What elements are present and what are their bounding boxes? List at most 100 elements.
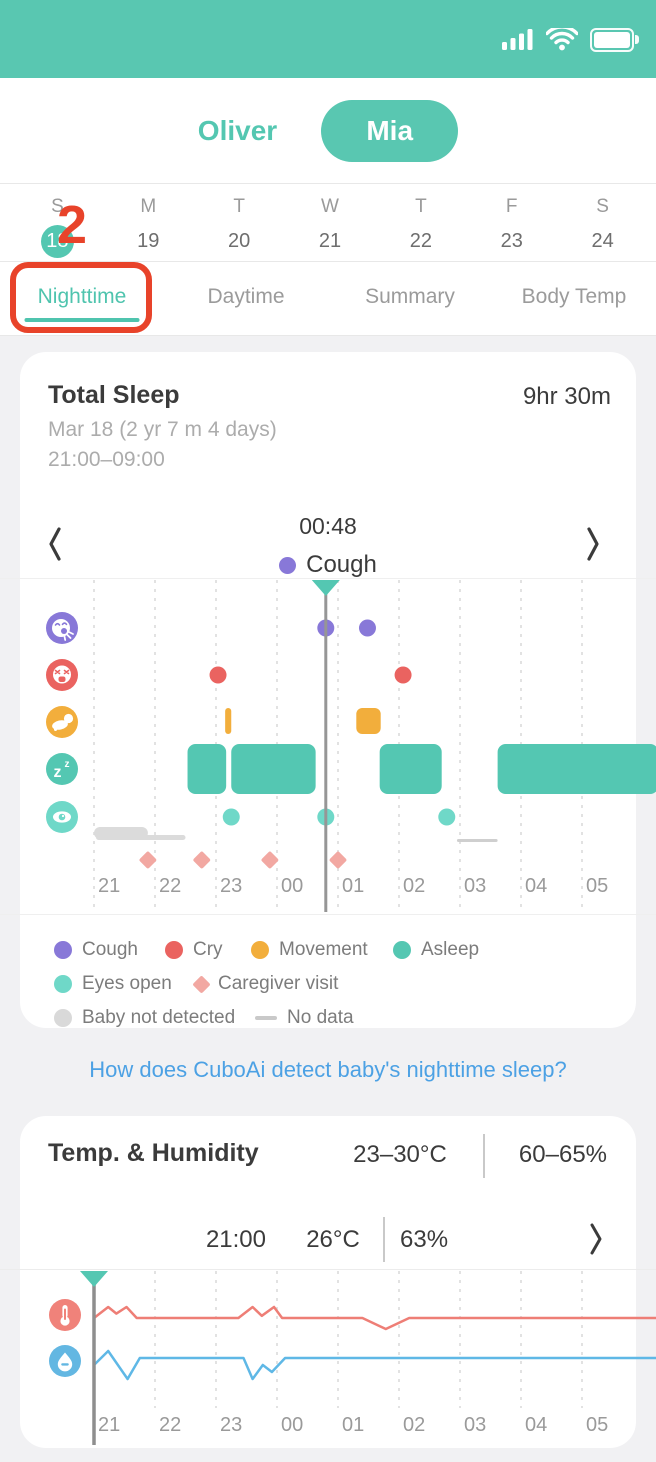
- x-axis-label: 22: [159, 875, 181, 897]
- week-day-20[interactable]: T 20: [194, 184, 285, 261]
- day-number: 21: [318, 230, 342, 252]
- tab-summary[interactable]: Summary: [365, 285, 455, 308]
- total-sleep-value: 9hr 30m: [522, 383, 611, 410]
- dash-marker: [255, 1016, 277, 1020]
- x-axis-label: 04: [525, 875, 547, 897]
- cough-icon: [46, 612, 78, 644]
- sleep-date-line: Mar 18 (2 yr 7 m 4 days): [48, 418, 277, 441]
- diamond-marker: [192, 974, 211, 994]
- event-label-row: Cough: [0, 551, 656, 579]
- legend-item-baby-not-detected: Baby not detected: [54, 1007, 235, 1028]
- day-number: 19: [137, 230, 160, 252]
- battery-icon: [590, 28, 639, 52]
- day-letter: S: [51, 196, 64, 217]
- next-event-button[interactable]: [584, 524, 602, 567]
- divider: [0, 183, 656, 184]
- x-axis-label: 05: [586, 1414, 608, 1436]
- nighttime-sleep-info-link[interactable]: How does CuboAi detect baby's nighttime …: [89, 1057, 567, 1082]
- legend-label: No data: [287, 1007, 354, 1028]
- row-asleep: [187, 744, 656, 794]
- legend-item-no-data: No data: [255, 1007, 354, 1028]
- week-day-24[interactable]: S 24: [557, 184, 648, 261]
- temp-humidity-card: [20, 1116, 636, 1448]
- battery-fill: [594, 32, 630, 48]
- time-cursor[interactable]: [311, 580, 340, 912]
- temp-range: 23–30°C: [353, 1141, 447, 1168]
- row-baby-not-detected: [94, 827, 186, 840]
- week-day-23[interactable]: F 23: [466, 184, 557, 261]
- day-letter: W: [321, 196, 339, 217]
- legend-item-eyes-open: Eyes open: [54, 973, 172, 994]
- divider: [483, 1134, 485, 1178]
- legend-label: Caregiver visit: [218, 973, 339, 994]
- divider: [0, 335, 656, 336]
- sleep-card-title: Total Sleep: [48, 381, 180, 409]
- x-axis-label: 00: [281, 1414, 303, 1436]
- row-caregiver-visit: [139, 851, 347, 869]
- current-time: 21:00: [205, 1226, 266, 1253]
- legend-item-cry: Cry: [165, 939, 223, 960]
- sleep-timeline-chart: 21 22 23 00 01 02 03 04 05 z z: [0, 578, 656, 915]
- week-day-22[interactable]: T 22: [375, 184, 466, 261]
- legend-item-cough: Cough: [54, 939, 138, 960]
- day-letter: T: [233, 196, 245, 217]
- next-hour-button[interactable]: [588, 1222, 604, 1259]
- event-time: 00:48: [299, 513, 357, 539]
- event-type-dot: [279, 556, 297, 574]
- x-axis-label: 04: [525, 1414, 547, 1436]
- dot-marker: [393, 941, 411, 959]
- day-letter: M: [140, 196, 157, 217]
- legend-label: Cry: [193, 939, 223, 960]
- tab-body-temp[interactable]: Body Temp: [521, 285, 627, 308]
- day-number: 23: [500, 230, 523, 252]
- time-cursor[interactable]: [80, 1271, 108, 1445]
- temp-humidity-chart: 21 22 23 00 01 02 03 04 05: [0, 1269, 656, 1445]
- eye-icon: [46, 801, 78, 833]
- water-drop-icon: [49, 1345, 81, 1377]
- x-axis-label: 21: [98, 1414, 120, 1436]
- svg-text:z: z: [65, 759, 70, 770]
- legend-label: Asleep: [421, 939, 480, 960]
- x-axis-label: 01: [342, 875, 364, 897]
- x-axis-label: 00: [281, 875, 303, 897]
- x-axis-label: 02: [403, 875, 425, 897]
- profile-switcher: Oliver Mia: [0, 78, 656, 183]
- x-axis-label: 23: [220, 875, 242, 897]
- battery-nub: [635, 35, 639, 44]
- row-eyes-open: [222, 808, 456, 826]
- week-day-18[interactable]: S 18: [12, 184, 103, 261]
- x-axis-label: 02: [403, 1414, 425, 1436]
- day-number: 18: [40, 225, 74, 258]
- dot-marker: [54, 975, 72, 993]
- sleep-range-line: 21:00–09:00: [48, 448, 165, 471]
- legend-item-asleep: Asleep: [393, 939, 480, 960]
- dot-marker: [165, 941, 183, 959]
- chevron-right-icon: [587, 527, 599, 561]
- current-temp: 26°C: [306, 1226, 360, 1253]
- day-letter: F: [505, 196, 518, 217]
- chevron-right-icon: [590, 1223, 602, 1255]
- dot-marker: [251, 941, 269, 959]
- tab-daytime[interactable]: Daytime: [207, 285, 285, 308]
- legend-label: Cough: [82, 939, 138, 960]
- legend-label: Eyes open: [82, 973, 172, 994]
- previous-event-button[interactable]: [46, 524, 64, 567]
- week-day-19[interactable]: M 19: [103, 184, 194, 261]
- total-sleep-card: [20, 352, 636, 1028]
- x-axis-label: 05: [586, 875, 608, 897]
- x-axis-label: 23: [220, 1414, 242, 1436]
- x-axis-label: 03: [464, 875, 486, 897]
- x-axis-label: 03: [464, 1414, 486, 1436]
- week-day-21[interactable]: W 21: [285, 184, 376, 261]
- legend-item-caregiver-visit: Caregiver visit: [192, 973, 339, 994]
- profile-oliver[interactable]: Oliver: [197, 114, 278, 146]
- chevron-left-icon: [49, 527, 61, 561]
- legend-item-movement: Movement: [251, 939, 368, 960]
- dot-marker: [54, 941, 72, 959]
- humidity-line: [92, 1349, 656, 1381]
- day-number: 22: [409, 230, 432, 252]
- profile-mia[interactable]: Mia: [321, 99, 459, 162]
- tab-nighttime[interactable]: Nighttime: [0, 262, 164, 335]
- svg-text:z: z: [54, 764, 62, 781]
